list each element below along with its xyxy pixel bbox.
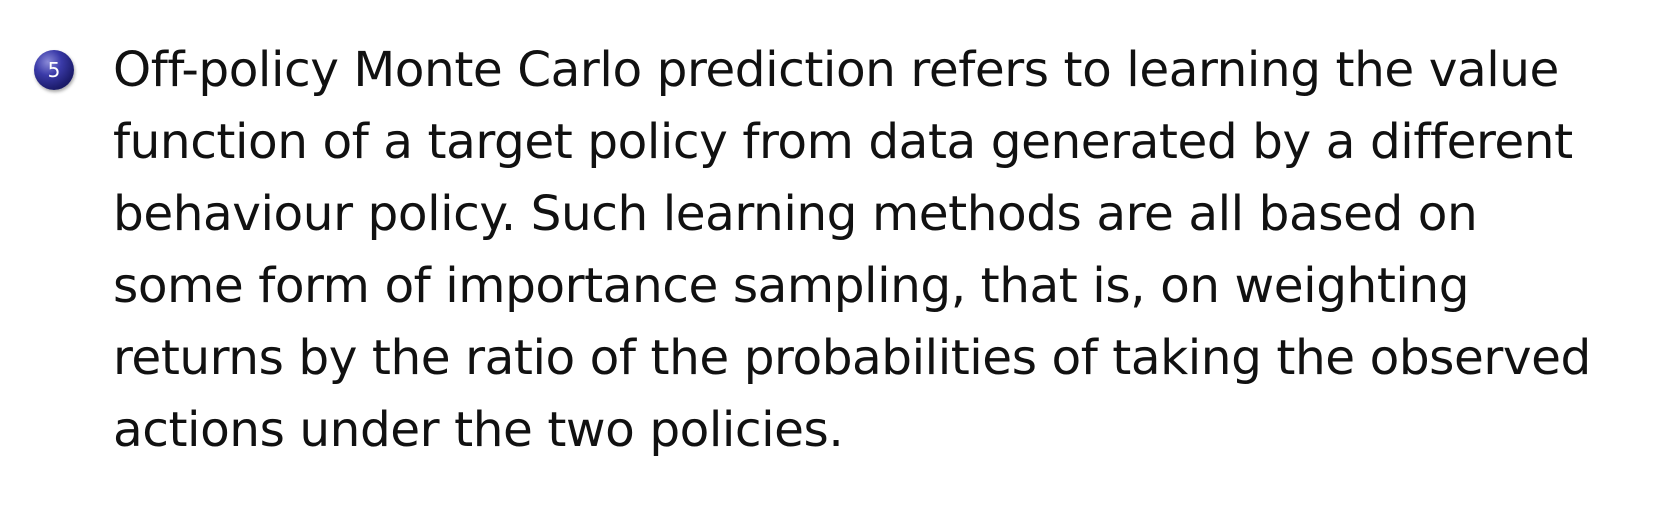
paragraph-line-5: returns by the ratio of the probabilitie… bbox=[113, 330, 1591, 386]
enumeration-ball-icon: 5 bbox=[34, 50, 74, 90]
item-paragraph: Off-policy Monte Carlo prediction refers… bbox=[113, 34, 1613, 466]
paragraph-line-3: behaviour policy. Such learning methods … bbox=[113, 186, 1478, 242]
paragraph-line-4: some form of importance sampling, that i… bbox=[113, 258, 1470, 314]
paragraph-line-1: Off-policy Monte Carlo prediction refers… bbox=[113, 42, 1559, 98]
paragraph-line-2: function of a target policy from data ge… bbox=[113, 114, 1573, 170]
enumeration-number: 5 bbox=[47, 58, 61, 82]
enumerated-item-5: 5 Off-policy Monte Carlo prediction refe… bbox=[34, 34, 1644, 466]
paragraph-line-6: actions under the two policies. bbox=[113, 402, 844, 458]
